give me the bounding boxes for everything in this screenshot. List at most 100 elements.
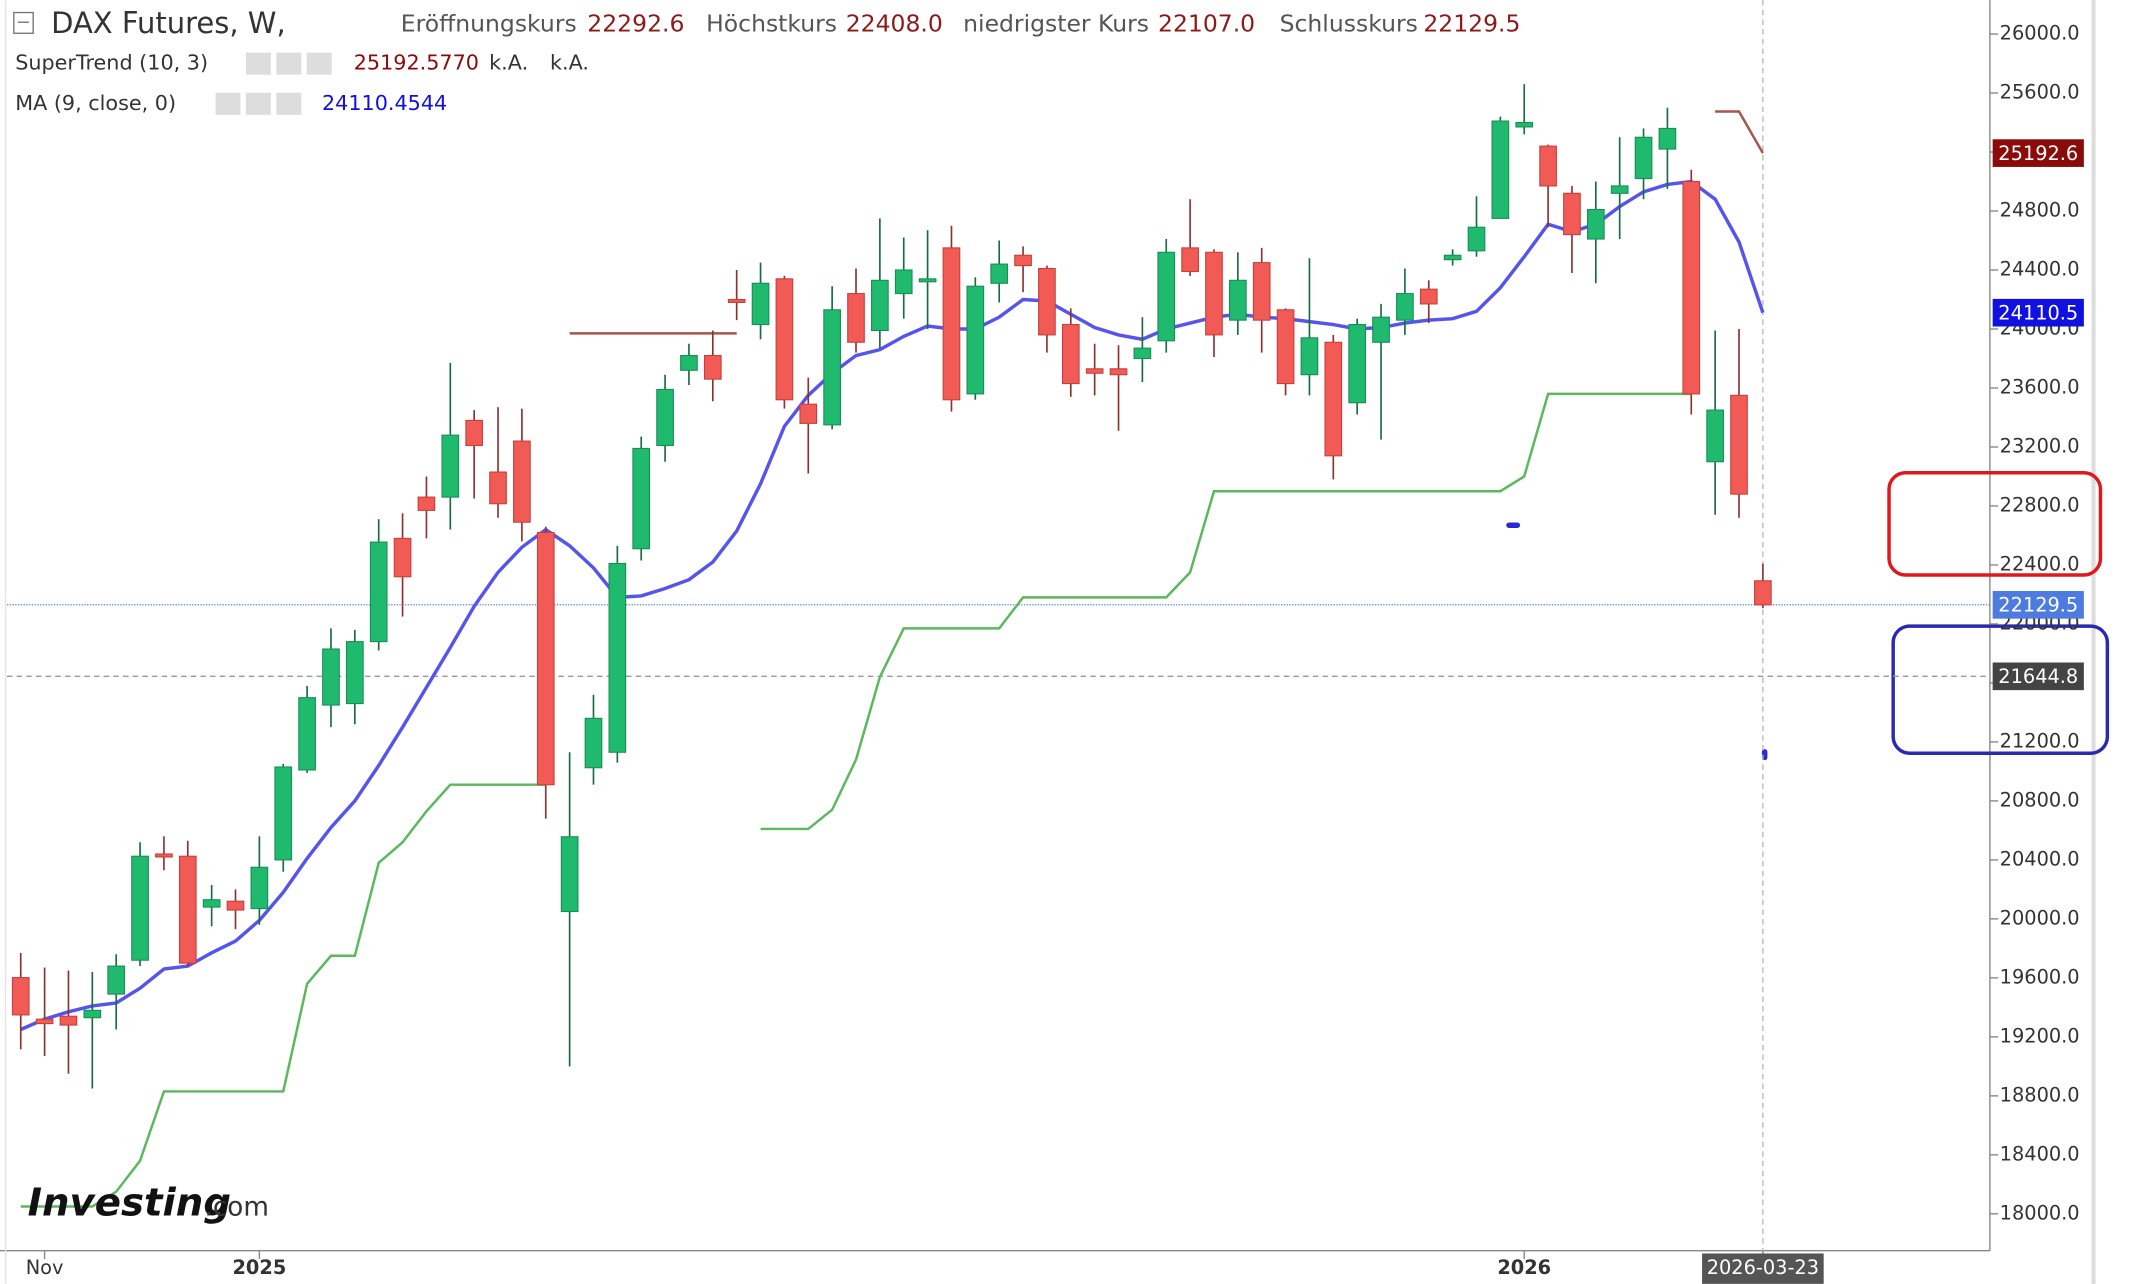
candle-body bbox=[178, 855, 197, 964]
candle-body bbox=[35, 1018, 54, 1025]
candle-body bbox=[131, 855, 149, 961]
ma-line bbox=[20, 179, 1765, 1032]
candle-body bbox=[322, 648, 340, 706]
y-tick-label: 18800.0 bbox=[2000, 1083, 2080, 1106]
candle-body bbox=[1610, 185, 1629, 194]
y-tick-label: 19600.0 bbox=[2000, 965, 2080, 988]
y-tick-label: 19200.0 bbox=[2000, 1024, 2080, 1047]
supertrend-down-line bbox=[569, 110, 1764, 335]
candle-body bbox=[489, 471, 507, 505]
candle-body bbox=[1348, 324, 1367, 404]
highlight-box bbox=[1891, 624, 2110, 755]
y-tick-label: 22800.0 bbox=[2000, 493, 2080, 516]
y-tick-label: 20400.0 bbox=[2000, 847, 2080, 870]
y-tick-label: 18400.0 bbox=[2000, 1142, 2080, 1165]
candle-body bbox=[1467, 226, 1486, 252]
y-tick-label: 25600.0 bbox=[2000, 81, 2080, 104]
candle-body bbox=[1085, 368, 1104, 374]
candle-body bbox=[107, 965, 126, 995]
legend-indicator: MA (9, close, 0) bbox=[15, 91, 176, 115]
candle-body bbox=[1061, 324, 1080, 385]
candle-body bbox=[1443, 254, 1462, 261]
candle-body bbox=[155, 853, 173, 858]
candle-body bbox=[298, 697, 316, 771]
ohlc-label: Eröffnungskurs bbox=[401, 9, 577, 37]
candle-body bbox=[59, 1015, 78, 1026]
candle-body bbox=[274, 766, 293, 861]
ohlc-value: 22292.6 bbox=[587, 9, 684, 37]
candle-body bbox=[1276, 309, 1295, 385]
candle-body bbox=[1539, 145, 1557, 187]
legend-indicator: SuperTrend (10, 3) bbox=[15, 51, 208, 75]
candle-body bbox=[703, 354, 722, 380]
y-tick-label: 24400.0 bbox=[2000, 257, 2080, 280]
y-tick-label: 22400.0 bbox=[2000, 552, 2080, 575]
candle-layer bbox=[11, 84, 1772, 1089]
ohlc-label: Höchstkurs bbox=[706, 9, 837, 37]
legend-value: 24110.4544 bbox=[322, 91, 447, 115]
candle-body bbox=[871, 279, 889, 332]
price-tag-label: 21644.8 bbox=[1998, 665, 2078, 688]
indicator-icon[interactable] bbox=[245, 92, 271, 115]
candle-body bbox=[1682, 180, 1701, 395]
candle-body bbox=[417, 496, 436, 511]
candle-body bbox=[751, 282, 770, 326]
y-tick-label: 20800.0 bbox=[2000, 788, 2080, 811]
candle-body bbox=[1109, 368, 1128, 376]
y-tick-label: 21200.0 bbox=[2000, 729, 2080, 752]
candle-body bbox=[1372, 316, 1390, 343]
x-tick-label: 2025 bbox=[232, 1256, 286, 1279]
candle-body bbox=[1634, 136, 1653, 180]
watermark: Investing bbox=[28, 1181, 231, 1226]
candle-body bbox=[369, 541, 388, 643]
candle-body bbox=[560, 836, 579, 913]
candle-body bbox=[584, 717, 603, 769]
candle-body bbox=[441, 434, 460, 498]
x-tick-label: Nov bbox=[26, 1256, 64, 1279]
candle-body bbox=[1491, 120, 1510, 219]
indicator-icon[interactable] bbox=[306, 52, 332, 75]
indicator-icon[interactable] bbox=[215, 92, 241, 115]
ohlc-value: 22129.5 bbox=[1423, 9, 1520, 37]
collapse-icon[interactable] bbox=[13, 11, 34, 34]
ohlc-label: niedrigster Kurs bbox=[963, 9, 1149, 37]
candle-body bbox=[1658, 127, 1677, 150]
ohlc-label: Schlusskurs bbox=[1280, 9, 1418, 37]
indicator-layer bbox=[6, 0, 1990, 1251]
ohlc-value: 22107.0 bbox=[1158, 9, 1255, 37]
x-cursor-tag bbox=[1702, 1253, 1824, 1284]
candle-body bbox=[727, 298, 746, 303]
candle-body bbox=[83, 1009, 102, 1019]
y-tick-label: 24800.0 bbox=[2000, 199, 2080, 222]
ohlc-value: 22408.0 bbox=[846, 9, 943, 37]
candle-body bbox=[202, 899, 221, 908]
chart-title: DAX Futures, W, bbox=[51, 6, 286, 40]
candle-body bbox=[680, 354, 698, 371]
candle-body bbox=[1730, 394, 1748, 495]
price-tag bbox=[1992, 139, 2084, 167]
candle-body bbox=[847, 293, 865, 343]
candle-body bbox=[632, 447, 651, 550]
candle-body bbox=[1181, 247, 1199, 273]
candle-body bbox=[918, 278, 937, 283]
price-tag-label: 22129.5 bbox=[1998, 594, 2078, 617]
price-tag bbox=[1992, 298, 2084, 327]
text-layer: 18000.0 18400.0 18800.0 19200.0 19600.0 20000… bbox=[15, 6, 2084, 1284]
legend-value: 25192.5770 bbox=[354, 51, 479, 75]
candle-body bbox=[799, 403, 818, 424]
candle-body bbox=[1133, 347, 1152, 360]
indicator-icon[interactable] bbox=[276, 92, 302, 115]
candle-body bbox=[1205, 251, 1223, 336]
candle-body bbox=[1515, 121, 1534, 128]
candle-body bbox=[1754, 580, 1772, 606]
price-tag-label: 24110.5 bbox=[1998, 302, 2078, 325]
candle-body bbox=[1038, 267, 1056, 336]
watermark: .com bbox=[205, 1192, 269, 1222]
x-tick-label: 2026-03-23 bbox=[1707, 1256, 1819, 1279]
indicator-icon[interactable] bbox=[245, 52, 271, 75]
price-tag bbox=[1992, 662, 2084, 691]
y-tick-label: 23200.0 bbox=[2000, 434, 2080, 457]
candle-body bbox=[1252, 262, 1271, 321]
indicator-icon[interactable] bbox=[276, 52, 302, 75]
